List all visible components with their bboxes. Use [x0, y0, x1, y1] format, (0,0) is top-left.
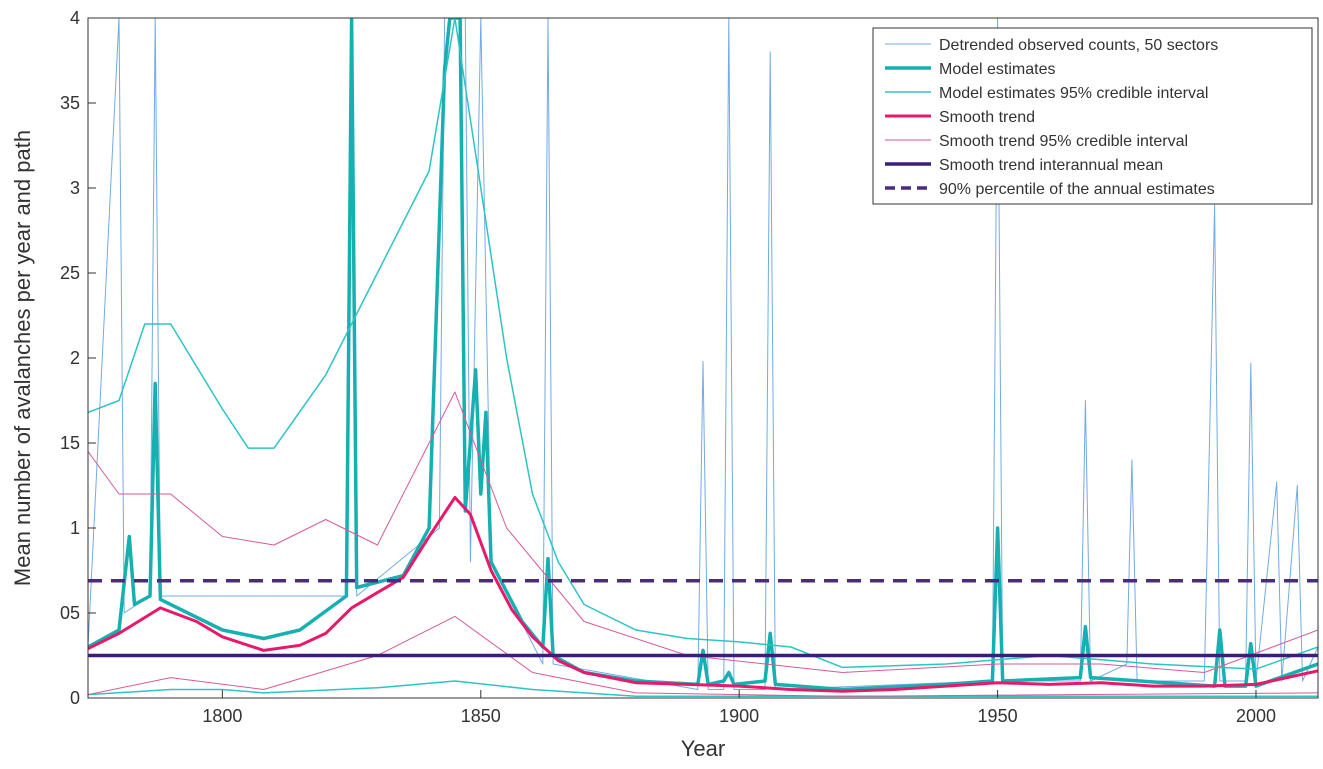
y-tick-label: 35	[60, 93, 80, 113]
series-line	[88, 391, 1318, 673]
legend: Detrended observed counts, 50 sectors Mod…	[872, 27, 1313, 205]
legend-label: Detrended observed counts, 50 sectors	[939, 37, 1218, 54]
x-tick-label: 1950	[978, 706, 1018, 726]
x-tick-label: 1850	[461, 706, 501, 726]
y-tick-label: 25	[60, 263, 80, 283]
legend-label: Model estimates 95% credible interval	[939, 85, 1208, 102]
legend-box	[872, 27, 1313, 205]
legend-label: Model estimates	[939, 61, 1056, 78]
x-tick-label: 1900	[719, 706, 759, 726]
y-tick-label: 2	[70, 348, 80, 368]
interval-lower-line	[88, 680, 1318, 698]
plot-area	[88, 18, 1318, 698]
y-tick-label: 15	[60, 433, 80, 453]
legend-label: Smooth trend interannual mean	[939, 157, 1163, 174]
y-tick-label: 4	[70, 8, 80, 28]
series-line	[88, 495, 1318, 693]
series-line	[88, 18, 1318, 670]
y-tick-label: 05	[60, 603, 80, 623]
y-axis-label: Mean number of avalanches per year and p…	[10, 130, 35, 586]
legend-label: 90% percentile of the annual estimates	[939, 181, 1215, 198]
x-axis-label: Year	[681, 736, 725, 761]
interval-lower-line	[88, 615, 1318, 697]
x-tick-label: 1800	[202, 706, 242, 726]
legend-label: Smooth trend 95% credible interval	[939, 133, 1188, 150]
y-tick-label: 1	[70, 518, 80, 538]
y-tick-label: 0	[70, 688, 80, 708]
legend-label: Smooth trend	[939, 109, 1035, 126]
x-tick-label: 2000	[1236, 706, 1276, 726]
y-tick-label: 3	[70, 178, 80, 198]
